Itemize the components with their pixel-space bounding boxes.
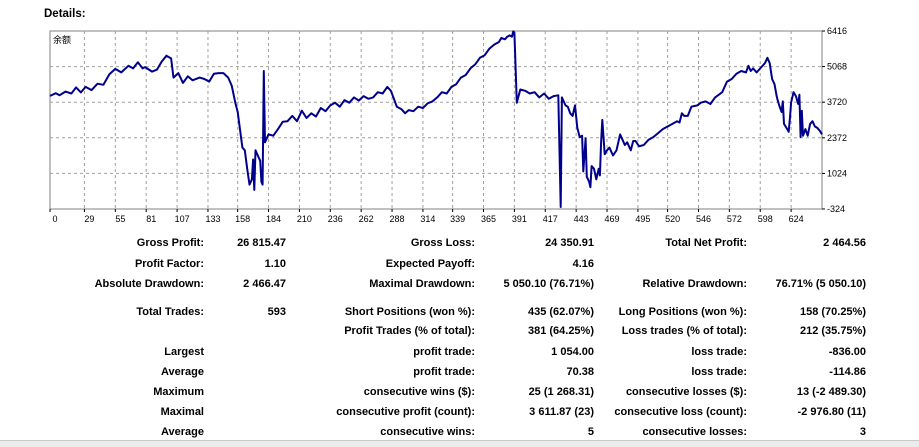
average-consecutive-wins-label: consecutive wins: (380, 426, 475, 438)
x-tick-label: 339 (450, 214, 465, 224)
x-tick-label: 469 (605, 214, 620, 224)
maximal-loss-label: consecutive loss (count): (614, 406, 747, 418)
x-tick-label: 158 (235, 214, 250, 224)
average-consecutive-losses-value: 3 (859, 426, 866, 438)
x-tick-label: 443 (574, 214, 589, 224)
maximal-loss-value: -2 976.80 (11) (797, 406, 867, 418)
gross-profit-value: 26 815.47 (237, 237, 286, 249)
gross-loss-value: 24 350.91 (545, 237, 594, 249)
y-tick-label: -324 (827, 204, 845, 214)
gross-loss-label: Gross Loss: (410, 237, 475, 249)
x-tick-label: 81 (146, 214, 156, 224)
chart-plot-area (49, 30, 823, 210)
maximum-losses-value: 13 (-2 489.30) (796, 386, 866, 398)
loss-trades-label: Loss trades (% of total): (621, 325, 747, 337)
average-consecutive-losses-label: consecutive losses: (642, 426, 747, 438)
x-tick-label: 520 (665, 214, 680, 224)
x-tick-label: 417 (543, 214, 558, 224)
average-profit-label: profit trade: (413, 366, 475, 378)
maximal-label: Maximal (160, 406, 204, 418)
x-tick-label: 107 (175, 214, 190, 224)
relative-drawdown-label: Relative Drawdown: (642, 278, 747, 290)
maximal-drawdown-value: 5 050.10 (76.71%) (503, 278, 594, 290)
x-tick-label: 391 (512, 214, 527, 224)
y-axis-ticks: 6416 5068 3720 2372 1024 -324 (822, 26, 847, 214)
absolute-drawdown-label: Absolute Drawdown: (94, 278, 204, 290)
x-tick-label: 184 (266, 214, 281, 224)
largest-loss-label: loss trade: (691, 346, 747, 358)
short-positions-label: Short Positions (won %): (344, 306, 475, 318)
profit-factor-value: 1.10 (264, 258, 286, 270)
total-net-profit-label: Total Net Profit: (665, 237, 747, 249)
total-trades-label: Total Trades: (136, 306, 204, 318)
maximum-label: Maximum (153, 386, 204, 398)
x-tick-label: 546 (696, 214, 711, 224)
balance-series-line (49, 30, 823, 208)
x-tick-label: 624 (789, 214, 804, 224)
average-label: Average (160, 366, 204, 378)
profit-trades-label: Profit Trades (% of total): (344, 325, 475, 337)
x-tick-label: 55 (115, 214, 125, 224)
largest-loss-value: -836.00 (828, 346, 866, 358)
y-tick-label: 1024 (827, 168, 847, 178)
x-tick-label: 0 (52, 214, 57, 224)
x-tick-label: 29 (84, 214, 94, 224)
largest-label: Largest (164, 346, 204, 358)
largest-profit-value: 1 054.00 (551, 346, 594, 358)
x-tick-label: 236 (328, 214, 343, 224)
y-tick-label: 3720 (827, 97, 847, 107)
total-trades-value: 593 (267, 306, 286, 318)
long-positions-value: 158 (70.25%) (799, 306, 866, 318)
short-positions-value: 435 (62.07%) (527, 306, 594, 318)
average-loss-label: loss trade: (691, 366, 747, 378)
absolute-drawdown-value: 2 466.47 (243, 278, 286, 290)
largest-profit-label: profit trade: (413, 346, 475, 358)
x-tick-label: 598 (758, 214, 773, 224)
profit-trades-value: 381 (64.25%) (527, 325, 594, 337)
relative-drawdown-value: 76.71% (5 050.10) (775, 278, 866, 290)
expected-payoff-label: Expected Payoff: (385, 258, 475, 270)
balance-chart: 余额 6416 5068 3720 2372 1024 -324 0 29 55 81 107 13… (49, 26, 847, 224)
x-tick-label: 365 (481, 214, 496, 224)
maximal-drawdown-label: Maximal Drawdown: (369, 278, 475, 290)
x-tick-label: 288 (390, 214, 405, 224)
x-tick-label: 572 (727, 214, 742, 224)
average-consecutive-label: Average (160, 426, 204, 438)
y-tick-label: 5068 (827, 62, 847, 72)
chart-series-label: 余额 (53, 34, 71, 45)
average-profit-value: 70.38 (566, 366, 594, 378)
maximum-wins-label: consecutive wins ($): (363, 386, 475, 398)
chart-grid (50, 31, 822, 209)
profit-factor-label: Profit Factor: (134, 258, 204, 270)
bottom-scrollbar[interactable] (0, 440, 919, 447)
x-tick-label: 262 (359, 214, 374, 224)
x-axis-ticks: 0 29 55 81 107 133 158 184 210 236 262 288 314 339 365… (49, 209, 804, 224)
details-title: Details: (44, 8, 86, 20)
gross-profit-label: Gross Profit: (136, 237, 204, 249)
expected-payoff-value: 4.16 (572, 258, 594, 270)
maximal-profit-value: 3 611.87 (23) (529, 406, 594, 418)
x-tick-label: 495 (635, 214, 650, 224)
x-tick-label: 133 (205, 214, 220, 224)
long-positions-label: Long Positions (won %): (618, 306, 747, 318)
x-tick-label: 314 (420, 214, 435, 224)
total-net-profit-value: 2 464.56 (823, 237, 866, 249)
loss-trades-value: 212 (35.75%) (799, 325, 866, 337)
maximum-wins-value: 25 (1 268.31) (528, 386, 594, 398)
y-tick-label: 2372 (827, 133, 847, 143)
maximum-losses-label: consecutive losses ($): (625, 386, 747, 398)
average-loss-value: -114.86 (829, 366, 866, 378)
maximal-profit-label: consecutive profit (count): (336, 406, 475, 418)
average-consecutive-wins-value: 5 (587, 426, 594, 438)
x-tick-label: 210 (297, 214, 312, 224)
y-tick-label: 6416 (827, 26, 847, 36)
